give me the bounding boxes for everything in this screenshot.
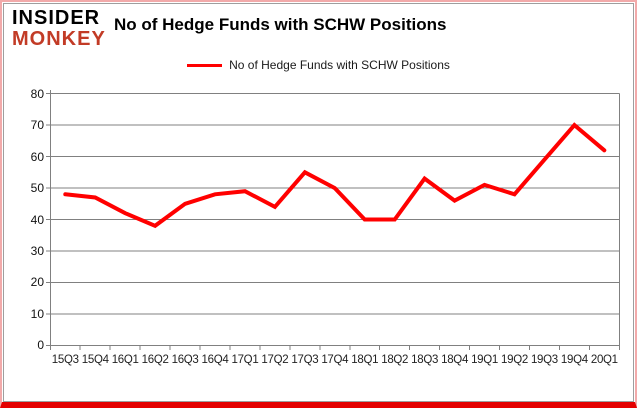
x-axis-label: 20Q1	[590, 354, 618, 366]
x-axis-label: 18Q2	[381, 354, 409, 366]
logo-line-insider: INSIDER	[12, 7, 101, 29]
series-line	[63, 122, 607, 229]
legend: No of Hedge Funds with SCHW Positions	[2, 58, 635, 72]
insider-monkey-logo: INSIDER MONKEY	[12, 8, 106, 50]
x-axis-label: 17Q3	[291, 354, 319, 366]
x-axis-label: 19Q2	[501, 354, 528, 366]
x-axis-label: 16Q1	[111, 354, 139, 366]
x-axis-label: 16Q3	[171, 354, 199, 366]
x-axis-label: 18Q4	[441, 354, 469, 366]
x-axis-label: 15Q3	[51, 354, 79, 366]
y-axis-label: 40	[30, 212, 44, 227]
x-axis-label: 17Q2	[261, 354, 289, 366]
x-axis-label: 19Q1	[471, 354, 498, 366]
x-axis-label: 17Q4	[321, 354, 349, 366]
x-axis-label: 19Q4	[560, 354, 588, 366]
x-axis-label: 18Q3	[411, 354, 439, 366]
x-axis-label: 17Q1	[231, 354, 259, 366]
chart-title: No of Hedge Funds with SCHW Positions	[114, 15, 447, 34]
x-axis-label: 19Q3	[530, 354, 558, 366]
x-axis-label: 18Q1	[351, 354, 379, 366]
y-axis-label: 10	[30, 306, 44, 321]
x-axis-label: 16Q2	[141, 354, 169, 366]
y-axis-label: 50	[30, 181, 44, 196]
legend-line-swatch	[187, 63, 223, 67]
legend-label: No of Hedge Funds with SCHW Positions	[229, 58, 450, 72]
x-axis-label: 15Q4	[81, 354, 109, 366]
logo-line-monkey: MONKEY	[12, 28, 106, 50]
y-axis-label: 20	[30, 275, 44, 290]
y-axis-label: 60	[30, 149, 44, 164]
y-axis-label: 0	[37, 338, 44, 353]
y-axis-label: 80	[30, 86, 44, 101]
y-axis-label: 30	[30, 243, 44, 258]
y-axis-label: 70	[30, 118, 44, 133]
x-axis-label: 16Q4	[201, 354, 229, 366]
